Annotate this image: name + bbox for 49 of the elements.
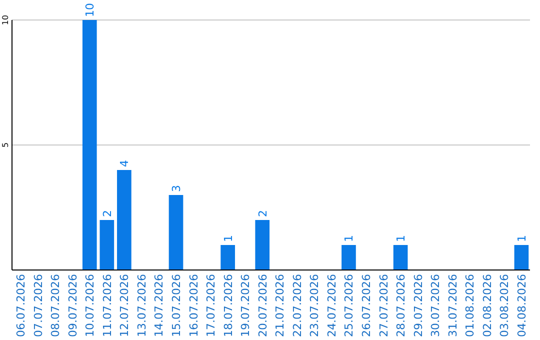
x-tick-label: 10.07.2026	[84, 274, 97, 337]
data-label: 1	[515, 235, 528, 242]
bar	[168, 195, 184, 270]
bar	[117, 170, 132, 270]
data-label: 2	[256, 210, 270, 217]
x-tick-label: 09.07.2026	[66, 274, 80, 337]
x-tick-label: 30.07.2026	[429, 274, 442, 337]
x-tick-label: 13.07.2026	[135, 274, 148, 337]
x-tick-label: 31.07.2026	[446, 274, 460, 337]
x-tick-label: 02.08.2026	[480, 274, 494, 337]
bar	[100, 220, 114, 270]
x-tick-label: 18.07.2026	[222, 274, 235, 337]
x-tick-label: 04.08.2026	[515, 274, 528, 337]
data-label: 3	[170, 185, 183, 192]
x-tick-label: 25.07.2026	[342, 274, 356, 337]
bar	[342, 245, 356, 270]
x-tick-label: 27.07.2026	[377, 274, 390, 337]
x-tick-label: 28.07.2026	[394, 274, 408, 337]
x-tick-label: 08.07.2026	[49, 274, 62, 337]
x-tick-label: 29.07.2026	[412, 274, 425, 337]
data-label: 1	[222, 235, 235, 242]
data-label: 1	[342, 235, 356, 242]
x-tick-label: 11.07.2026	[100, 274, 114, 337]
bar	[220, 245, 235, 270]
data-label: 1	[394, 235, 408, 242]
y-tick-label: 5	[1, 142, 10, 148]
x-tick-label: 22.07.2026	[290, 274, 304, 337]
x-tick-label: 15.07.2026	[170, 274, 183, 337]
x-tick-label: 14.07.2026	[152, 274, 166, 337]
bar	[82, 20, 97, 270]
x-tick-label: 01.08.2026	[464, 274, 477, 337]
bar	[255, 220, 270, 270]
bar	[514, 245, 529, 270]
x-tick-label: 20.07.2026	[256, 274, 270, 337]
bar	[393, 245, 408, 270]
x-tick-label: 03.08.2026	[498, 274, 512, 337]
x-tick-label: 07.07.2026	[32, 274, 45, 337]
x-tick-label: 23.07.2026	[308, 274, 322, 337]
x-tick-label: 17.07.2026	[204, 274, 218, 337]
x-tick-label: 16.07.2026	[187, 274, 200, 337]
data-label: 10	[84, 3, 97, 17]
x-tick-label: 19.07.2026	[239, 274, 252, 337]
data-label: 2	[100, 210, 114, 217]
x-tick-label: 24.07.2026	[325, 274, 338, 337]
x-tick-label: 26.07.2026	[360, 274, 373, 337]
x-tick-label: 12.07.2026	[118, 274, 132, 337]
x-tick-label: 21.07.2026	[274, 274, 287, 337]
data-label: 4	[118, 160, 132, 167]
x-tick-label: 06.07.2026	[14, 274, 28, 337]
